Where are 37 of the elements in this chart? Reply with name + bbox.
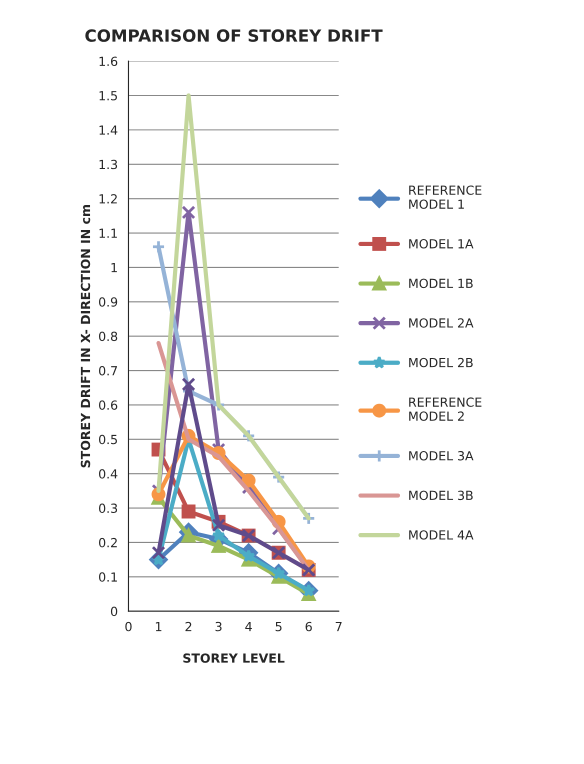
x-tick-label: 7 xyxy=(336,622,342,632)
x-tick-label: 6 xyxy=(306,622,312,632)
legend-label: REFERENCE MODEL 1 xyxy=(409,185,482,209)
y-axis-title: STOREY DRIFT IN X- DIRECTION IN cm xyxy=(80,205,90,468)
x-tick-label: 3 xyxy=(216,622,222,632)
legend-label: MODEL 2A xyxy=(409,318,474,328)
y-tick-label: 0.8 xyxy=(99,332,118,342)
y-tick-label: 0.6 xyxy=(99,400,118,410)
y-tick-label: 1.6 xyxy=(100,56,118,66)
y-tick-label: 0.2 xyxy=(99,538,117,548)
chart-title: COMPARISON OF STOREY DRIFT xyxy=(85,29,383,42)
legend-label: REFERENCE MODEL 2 xyxy=(409,397,482,421)
y-tick-label: 0.1 xyxy=(99,572,117,582)
legend-label: MODEL 1A xyxy=(409,239,474,248)
y-tick-label: 0.7 xyxy=(99,366,117,376)
y-tick-label: 1.1 xyxy=(100,228,117,238)
legend-label: MODEL 3A xyxy=(409,451,474,460)
legend-label: MODEL 1B xyxy=(409,278,473,288)
x-tick-label: 0 xyxy=(125,622,132,632)
y-tick-label: 1 xyxy=(111,263,117,272)
legend-label: MODEL 2B xyxy=(409,358,473,368)
legend-label: MODEL 3B xyxy=(409,490,473,500)
x-axis-title: STOREY LEVEL xyxy=(183,653,284,663)
y-tick-label: 1.3 xyxy=(100,160,118,170)
y-tick-label: 1.2 xyxy=(100,194,117,204)
x-tick-label: 1 xyxy=(156,622,162,632)
x-tick-label: 5 xyxy=(276,622,282,632)
y-tick-label: 1.5 xyxy=(100,91,117,100)
x-tick-label: 2 xyxy=(185,622,192,632)
y-tick-label: 0.4 xyxy=(99,469,118,479)
y-tick-label: 1.4 xyxy=(100,126,118,135)
legend-label: MODEL 4A xyxy=(409,530,474,540)
y-tick-label: 0.3 xyxy=(99,504,118,513)
y-tick-label: 0.5 xyxy=(99,434,117,444)
x-tick-label: 4 xyxy=(245,622,252,632)
y-tick-label: 0.9 xyxy=(99,297,118,307)
y-tick-label: 0 xyxy=(110,606,118,616)
